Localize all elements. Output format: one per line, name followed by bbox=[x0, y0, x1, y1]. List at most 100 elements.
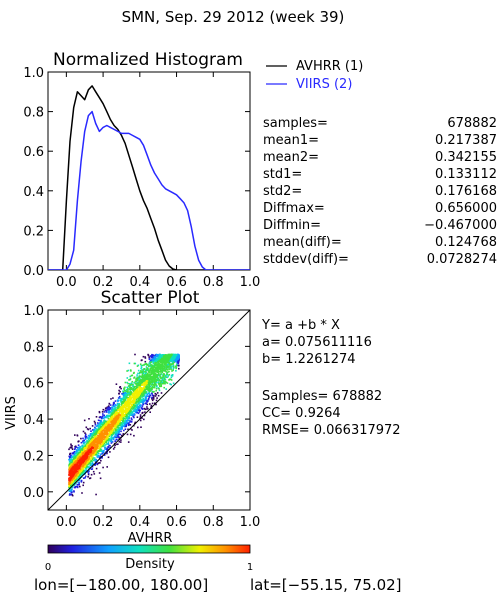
density-point bbox=[107, 446, 109, 448]
hist-ytick-label: 0.6 bbox=[23, 145, 44, 160]
density-point bbox=[96, 433, 98, 435]
legend-label-avhrr: AVHRR (1) bbox=[296, 59, 363, 74]
density-point bbox=[132, 384, 134, 386]
density-point bbox=[145, 361, 147, 363]
density-point bbox=[145, 357, 147, 359]
density-point bbox=[160, 376, 162, 378]
stat-label: std2= bbox=[263, 184, 302, 199]
density-point bbox=[79, 462, 81, 464]
density-point bbox=[100, 455, 102, 457]
density-point bbox=[165, 371, 167, 373]
histogram-series bbox=[48, 86, 250, 270]
density-point bbox=[168, 368, 170, 370]
density-point bbox=[151, 374, 153, 376]
density-point bbox=[128, 441, 130, 443]
density-scatter bbox=[68, 354, 180, 497]
density-point bbox=[94, 422, 96, 424]
density-point bbox=[143, 386, 145, 388]
density-point bbox=[163, 380, 165, 382]
density-point bbox=[149, 372, 151, 374]
density-point bbox=[78, 484, 80, 486]
density-point bbox=[103, 409, 105, 411]
density-point bbox=[147, 364, 149, 366]
density-point bbox=[102, 411, 104, 413]
density-point bbox=[152, 367, 154, 369]
density-point bbox=[92, 463, 94, 465]
stat-value: 0.124768 bbox=[435, 235, 497, 250]
legend-label-viirs: VIIRS (2) bbox=[296, 77, 352, 92]
density-point bbox=[148, 355, 150, 357]
density-point bbox=[154, 365, 156, 367]
density-point bbox=[141, 359, 143, 361]
density-point bbox=[135, 383, 137, 385]
density-point bbox=[80, 438, 82, 440]
density-point bbox=[130, 424, 132, 426]
density-point bbox=[159, 380, 161, 382]
density-point bbox=[153, 379, 155, 381]
density-point bbox=[131, 398, 133, 400]
density-point bbox=[176, 365, 178, 367]
hist-ytick-label: 0.2 bbox=[23, 224, 44, 239]
density-point bbox=[173, 363, 175, 365]
density-point bbox=[69, 447, 71, 449]
density-point bbox=[93, 471, 95, 473]
density-point bbox=[151, 405, 153, 407]
density-point bbox=[110, 398, 112, 400]
density-point bbox=[150, 387, 152, 389]
density-point bbox=[146, 406, 148, 408]
density-point bbox=[106, 448, 108, 450]
density-point bbox=[95, 494, 97, 496]
density-point bbox=[74, 487, 76, 489]
density-point bbox=[145, 382, 147, 384]
density-point bbox=[83, 443, 85, 445]
density-point bbox=[138, 370, 140, 372]
density-point bbox=[71, 457, 73, 459]
density-point bbox=[171, 379, 173, 381]
density-point bbox=[152, 403, 154, 405]
density-point bbox=[140, 426, 142, 428]
histogram-frame bbox=[48, 72, 250, 270]
density-point bbox=[151, 397, 153, 399]
density-point bbox=[153, 384, 155, 386]
density-point bbox=[155, 390, 157, 392]
density-point bbox=[144, 408, 146, 410]
density-point bbox=[83, 482, 85, 484]
density-point bbox=[78, 440, 80, 442]
density-point bbox=[147, 373, 149, 375]
density-point bbox=[74, 434, 76, 436]
density-point bbox=[144, 411, 146, 413]
density-point bbox=[127, 377, 129, 379]
density-point bbox=[142, 384, 144, 386]
density-point bbox=[104, 417, 106, 419]
stat-label: mean2= bbox=[263, 150, 319, 165]
density-point bbox=[152, 387, 154, 389]
density-point bbox=[157, 392, 159, 394]
density-point bbox=[136, 399, 138, 401]
density-point bbox=[140, 363, 142, 365]
density-point bbox=[164, 381, 166, 383]
density-point bbox=[81, 492, 83, 494]
density-point bbox=[102, 467, 104, 469]
density-point bbox=[131, 417, 133, 419]
density-point bbox=[96, 416, 98, 418]
density-point bbox=[134, 387, 136, 389]
density-point bbox=[126, 370, 128, 372]
density-point bbox=[123, 430, 125, 432]
density-point bbox=[168, 362, 170, 364]
density-point bbox=[132, 385, 134, 387]
density-point bbox=[173, 366, 175, 368]
density-point bbox=[120, 441, 122, 443]
density-point bbox=[78, 444, 80, 446]
density-point bbox=[173, 362, 175, 364]
density-point bbox=[93, 435, 95, 437]
stat-label: stddev(diff)= bbox=[263, 252, 349, 267]
density-point bbox=[141, 407, 143, 409]
stat-value: 0.217387 bbox=[435, 133, 497, 148]
density-point bbox=[114, 435, 116, 437]
density-point bbox=[158, 366, 160, 368]
density-point bbox=[129, 363, 131, 365]
density-point bbox=[175, 368, 177, 370]
density-point bbox=[161, 392, 163, 394]
